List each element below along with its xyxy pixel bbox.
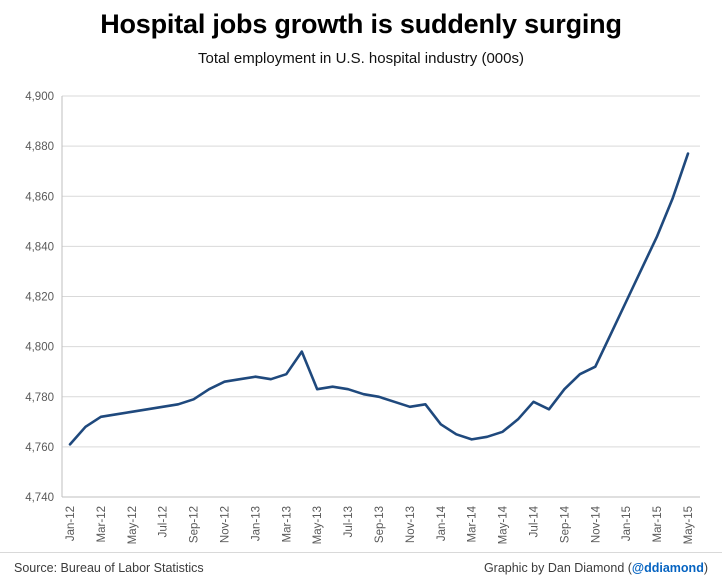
x-axis-tick-label: Nov-13 bbox=[405, 506, 417, 543]
employment-line-chart: 4,740 4,760 4,780 4,800 4,820 4,840 4,860 4,880… bbox=[25, 91, 700, 544]
y-axis-tick-label: 4,880 bbox=[25, 141, 54, 153]
y-axis-tick-label: 4,800 bbox=[25, 342, 54, 354]
x-axis-tick-label: Sep-12 bbox=[189, 506, 201, 543]
page-title: Hospital jobs growth is suddenly surging bbox=[100, 9, 622, 39]
y-axis-tick-label: 4,840 bbox=[25, 241, 54, 253]
twitter-handle-link[interactable]: @ddiamond bbox=[631, 561, 704, 575]
y-axis-tick-label: 4,780 bbox=[25, 392, 54, 404]
x-axis-tick-label: Mar-15 bbox=[652, 506, 664, 542]
credit-text: Graphic by Dan Diamond (@ddiamond) bbox=[484, 561, 708, 575]
source-text: Source: Bureau of Labor Statistics bbox=[14, 561, 204, 575]
x-axis-tick-label: Mar-14 bbox=[467, 505, 479, 542]
x-axis-tick-label: Sep-14 bbox=[559, 505, 571, 543]
x-axis-tick-label: May-13 bbox=[312, 506, 324, 544]
x-axis-tick-label: Nov-14 bbox=[590, 505, 602, 543]
y-axis-tick-label: 4,740 bbox=[25, 492, 54, 504]
x-axis-tick-label: Jul-14 bbox=[529, 505, 541, 537]
x-axis-tick-label: May-14 bbox=[498, 505, 510, 544]
y-axis-tick-label: 4,760 bbox=[25, 442, 54, 454]
y-axis-tick-label: 4,820 bbox=[25, 292, 54, 304]
footer: Source: Bureau of Labor Statistics Graph… bbox=[0, 552, 722, 583]
x-axis-tick-label: May-15 bbox=[683, 506, 695, 544]
employment-line-series bbox=[68, 152, 690, 446]
chart-subtitle: Total employment in U.S. hospital indust… bbox=[198, 50, 524, 67]
x-axis-tick-label: Mar-12 bbox=[96, 506, 108, 542]
x-axis-tick-label: Nov-12 bbox=[220, 506, 232, 543]
x-axis-tick-label: Jan-14 bbox=[436, 505, 448, 541]
x-axis-tick-label: Jul-12 bbox=[158, 506, 170, 537]
x-axis-tick-label: May-12 bbox=[127, 506, 139, 544]
credit-suffix: ) bbox=[703, 561, 708, 575]
x-axis-tick-label: Jul-13 bbox=[343, 506, 355, 537]
x-axis-tick-label: Mar-13 bbox=[281, 506, 293, 542]
x-axis-tick-label: Jan-15 bbox=[621, 506, 633, 541]
y-axis-tick-label: 4,900 bbox=[25, 91, 54, 103]
credit-prefix: Graphic by Dan Diamond ( bbox=[483, 561, 632, 575]
y-axis-tick-label: 4,860 bbox=[25, 191, 54, 203]
x-axis-tick-label: Sep-13 bbox=[374, 506, 386, 543]
x-axis-tick-label: Jan-13 bbox=[250, 506, 262, 541]
x-axis-tick-label: Jan-12 bbox=[65, 506, 77, 541]
